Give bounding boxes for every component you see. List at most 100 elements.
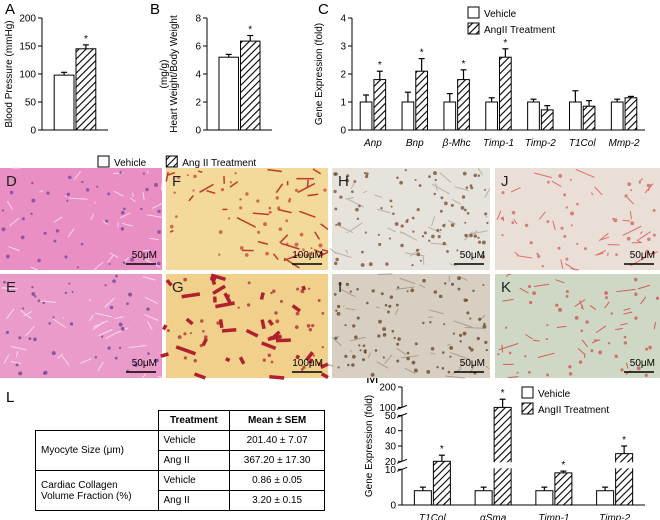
texture-dot — [294, 325, 299, 330]
data-table: Treatment Mean ± SEM Myocyte Size (μm) Vehi… — [35, 410, 325, 511]
texture-dot — [615, 253, 618, 257]
texture — [314, 231, 321, 240]
texture — [131, 192, 135, 197]
texture-dot — [335, 309, 338, 312]
texture-dot — [459, 333, 463, 337]
texture-dot — [269, 335, 273, 339]
texture-dot — [565, 257, 569, 261]
texture-dot — [42, 301, 45, 305]
texture-dot — [389, 295, 394, 299]
texture-dot — [3, 280, 6, 284]
texture — [144, 314, 159, 321]
texture — [67, 228, 75, 238]
texture — [629, 210, 632, 220]
legend-label: Ang II Treatment — [182, 158, 256, 169]
texture-dot — [318, 243, 323, 248]
texture — [626, 197, 635, 205]
texture-dot — [393, 336, 396, 340]
texture — [570, 268, 579, 271]
cell: 201.40 ± 7.07 — [229, 430, 325, 451]
texture — [291, 304, 302, 313]
y-tick-label: 40 — [385, 426, 397, 437]
texture — [297, 182, 316, 194]
texture-dot — [356, 316, 360, 320]
texture-dot — [287, 199, 291, 203]
texture-dot — [563, 234, 567, 238]
texture-dot — [220, 187, 225, 192]
texture — [102, 220, 109, 225]
texture-dot — [37, 258, 41, 263]
texture-dot — [422, 321, 425, 325]
texture-dot — [140, 207, 143, 211]
texture-dot — [335, 257, 339, 262]
texture-dot — [565, 206, 569, 209]
texture-dot — [85, 188, 90, 192]
texture-dot — [362, 344, 366, 348]
legend-label: AngII Treatment — [484, 25, 555, 36]
micrograph: J 50μM — [495, 168, 660, 271]
texture — [119, 212, 131, 219]
texture-dot — [442, 241, 446, 246]
texture — [591, 339, 598, 344]
texture-dot — [481, 255, 485, 259]
texture-dot — [13, 179, 16, 182]
texture-dot — [386, 310, 390, 314]
y-tick-label: 0 — [30, 126, 36, 137]
texture-dot — [42, 372, 46, 375]
texture — [653, 321, 657, 330]
texture — [73, 171, 82, 181]
micrograph-bg — [0, 274, 162, 378]
texture-dot — [565, 289, 569, 294]
texture-dot — [120, 210, 125, 215]
texture-dot — [484, 340, 488, 345]
texture — [69, 197, 88, 200]
texture-dot — [173, 191, 176, 194]
y-axis-label: Blood Pressure (mmHg) — [4, 20, 15, 127]
texture-dot — [634, 316, 638, 320]
texture-dot — [434, 178, 437, 182]
texture-dot — [558, 174, 563, 178]
texture-dot — [485, 348, 488, 352]
texture-dot — [377, 233, 380, 236]
bar — [610, 101, 624, 131]
texture-dot — [446, 250, 449, 253]
texture-dot — [31, 292, 36, 296]
texture — [639, 231, 643, 235]
texture-dot — [288, 197, 292, 201]
texture-dot — [607, 342, 611, 345]
texture — [280, 242, 300, 250]
y-axis-label: Heart Weight/Body Weight — [169, 15, 180, 133]
texture-dot — [585, 320, 589, 324]
texture-dot — [239, 246, 244, 250]
texture — [146, 320, 153, 330]
bar — [540, 109, 554, 131]
texture-dot — [378, 242, 382, 247]
texture-dot — [351, 190, 354, 194]
texture-dot — [385, 262, 389, 266]
y-tick-label: 50 — [25, 98, 37, 109]
texture — [107, 255, 114, 263]
texture-dot — [66, 192, 71, 197]
texture-dot — [416, 248, 419, 252]
texture-dot — [436, 228, 440, 232]
texture-dot — [505, 326, 508, 329]
texture-dot — [244, 253, 249, 257]
texture — [279, 234, 289, 244]
micrograph-bg — [495, 168, 660, 270]
texture-dot — [476, 336, 480, 341]
texture — [312, 168, 322, 175]
texture-dot — [397, 337, 401, 341]
texture-dot — [155, 358, 159, 363]
texture — [267, 334, 282, 342]
texture — [519, 287, 529, 294]
panel-label: B — [150, 1, 160, 18]
texture-dot — [193, 174, 197, 179]
texture-dot — [52, 316, 55, 319]
texture — [556, 325, 567, 329]
texture-dot — [22, 307, 25, 310]
texture-dot — [473, 173, 478, 178]
texture-dot — [334, 336, 338, 340]
texture-dot — [563, 193, 567, 197]
texture — [113, 172, 124, 174]
